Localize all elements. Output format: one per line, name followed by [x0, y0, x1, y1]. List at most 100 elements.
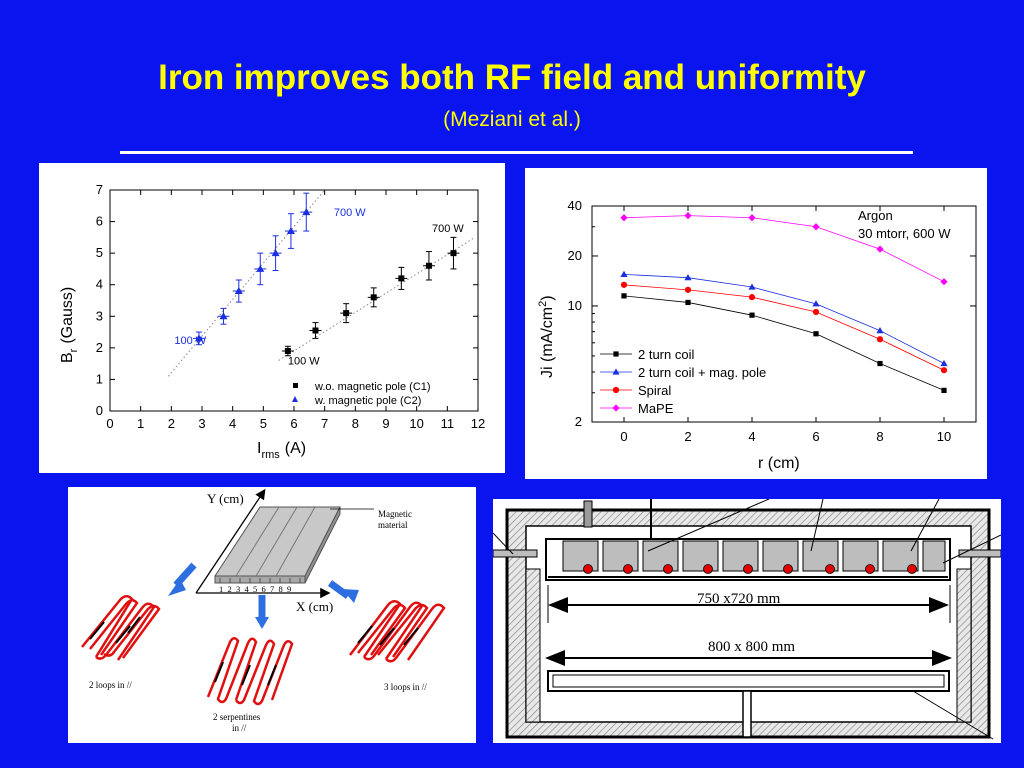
- chart2-legend-label-spiral: Spiral: [638, 383, 671, 398]
- chart2-point-s1-5: [940, 359, 948, 367]
- chamber-cross-section-diagram: 750 x720 mm 800 x 800 mm: [493, 499, 1001, 743]
- coil-diagram-svg: Y (cm) X (cm) 1 2 3 4 5 6 7 8 9 Magnetic…: [81, 488, 446, 733]
- title-divider: [120, 151, 913, 154]
- chart2-series-line-1: [623, 273, 945, 364]
- chart1-fit-line-0: [278, 236, 476, 361]
- chart2-point-s2-1: [684, 286, 692, 293]
- chart2-point-s0-0: [621, 293, 627, 299]
- caption-2-serpentines-1: 2 serpentines: [213, 712, 261, 722]
- x-axis-label: X (cm): [296, 599, 333, 614]
- chart2-point-s2-4: [876, 336, 884, 343]
- chart2-y-tick-label-0: 2: [575, 414, 582, 429]
- chart2-point-s1-3: [812, 300, 820, 307]
- chart2-x-tick-label-5: 10: [937, 429, 951, 444]
- chart1-legend-label-c1: w.o. magnetic pole (C1): [314, 381, 431, 393]
- numbers-label: 1 2 3 4 5 6 7 8 9: [219, 584, 291, 594]
- chart2-y-label: Ji (mA/cm2): [537, 295, 556, 378]
- chart2-point-s1-0: [620, 270, 628, 277]
- chart2-y-tick-label-3: 40: [568, 198, 582, 213]
- chart1-y-tick-label-3: 3: [96, 308, 103, 323]
- chamber-diagram-svg: 750 x720 mm 800 x 800 mm: [493, 499, 1001, 743]
- chart2-point-s3-1: [684, 212, 692, 220]
- chart1-y-label: Br(Gauss): [59, 287, 80, 363]
- chart1-point-s0-3: [370, 294, 377, 301]
- chart2-note-line-1: Argon: [858, 208, 893, 223]
- chart1-annotation-s0-1: 700 W: [432, 223, 464, 235]
- chart2-y-tick-label-2: 20: [568, 248, 582, 263]
- chart1-point-s0-0: [284, 348, 291, 355]
- chart2-point-s0-2: [749, 312, 755, 318]
- chart1-y-tick-label-6: 6: [96, 214, 103, 229]
- chart2-y-tick-label-1: 10: [568, 298, 582, 313]
- chart2-x-tick-label-1: 2: [684, 429, 691, 444]
- coil-configuration-diagram: Y (cm) X (cm) 1 2 3 4 5 6 7 8 9 Magnetic…: [68, 487, 476, 743]
- chart2-series-line-3: [623, 215, 945, 283]
- top-feedthrough-1: [583, 500, 593, 528]
- substrate-plate: [552, 674, 945, 688]
- chart1-point-s1-0: [194, 334, 203, 342]
- chart1-point-s1-2: [234, 287, 243, 295]
- chart1-point-s0-4: [398, 275, 405, 282]
- chart2-x-tick-label-4: 8: [876, 429, 883, 444]
- chart1-x-tick-label-6: 6: [290, 416, 297, 431]
- slide-title: Iron improves both RF field and uniformi…: [158, 58, 866, 97]
- chart2-x-tick-label-0: 0: [620, 429, 627, 444]
- chart1-x-tick-label-10: 10: [409, 416, 423, 431]
- chart1-x-tick-label-8: 8: [352, 416, 359, 431]
- caption-2-serpentines-2: in //: [232, 723, 247, 733]
- blue-arrow-left: [168, 562, 197, 596]
- chart2-legend-label-2-turn-coil: 2 turn coil: [638, 347, 694, 362]
- chart2-point-s3-2: [748, 214, 756, 222]
- chart2-legend-marker-3: [612, 404, 620, 412]
- chart1-fit-line-1: [167, 189, 326, 377]
- chart2-legend-label-mag-pole: 2 turn coil + mag. pole: [638, 365, 766, 380]
- chart1-x-tick-label-9: 9: [382, 416, 389, 431]
- chart1-point-s0-6: [450, 250, 457, 257]
- chart1-annotation-s0-0: 100 W: [288, 355, 320, 367]
- chart2-note-line-2: 30 mtorr, 600 W: [858, 226, 951, 241]
- side-feedthrough-right: [958, 549, 1001, 558]
- br-vs-irms-chart-panel: 0 1 2 3 4 5 6 7 8 9 10 11 12 0 1 2 3 4 5 6 7 100 W 700 W 100 W…: [39, 163, 505, 473]
- antenna-compartments: [562, 540, 946, 572]
- chart1-fit-lines: [167, 189, 476, 377]
- chart1-x-tick-label-3: 3: [198, 416, 205, 431]
- chart2-point-s3-3: [812, 223, 820, 231]
- chart2-x-tick-label-2: 4: [748, 429, 755, 444]
- dimension-label-top: 750 x720 mm: [697, 591, 781, 607]
- chart1-point-s0-2: [343, 310, 350, 317]
- blue-arrow-down: [255, 595, 269, 629]
- chart1-point-s1-1: [219, 312, 228, 320]
- ji-vs-r-chart: 0 2 4 6 8 10 2 10 20 40 Argon 30 mtorr, 600 W r (…: [537, 198, 977, 472]
- chart1-point-s1-3: [256, 264, 265, 272]
- chart1-y-tick-label-2: 2: [96, 340, 103, 355]
- substrate-support-stem: [742, 690, 752, 738]
- chart1-legend: w.o. magnetic pole (C1) w. magnetic pole…: [292, 381, 431, 407]
- chart2-point-s3-4: [876, 245, 884, 253]
- y-axis-label: Y (cm): [207, 491, 244, 506]
- chart1-error-bars: [192, 192, 460, 357]
- chart2-legend-marker-1: [612, 368, 620, 375]
- magnetic-material-label-1: Magnetic: [378, 509, 412, 519]
- chart2-legend-marker-2: [612, 386, 620, 394]
- chart1-legend-triangle-marker: [292, 396, 298, 402]
- caption-3-loops: 3 loops in //: [384, 682, 427, 692]
- chart1-x-tick-label-7: 7: [321, 416, 328, 431]
- magnetic-material-plate: [214, 506, 341, 584]
- chart1-legend-square-marker: [293, 383, 298, 388]
- slide-subtitle: (Meziani et al.): [443, 108, 581, 131]
- chart2-x-label: r (cm): [758, 455, 800, 472]
- chart2-point-s3-5: [940, 278, 948, 286]
- chart1-point-s1-5: [286, 227, 295, 235]
- coil-2-loops: [81, 595, 161, 661]
- chart1-x-tick-label-0: 0: [106, 416, 113, 431]
- chart2-point-s2-3: [812, 308, 820, 316]
- chart2-point-s0-5: [941, 387, 947, 394]
- chart1-point-s0-1: [312, 327, 319, 334]
- side-pillar-left: [525, 568, 541, 723]
- chart2-point-s0-4: [877, 360, 883, 367]
- coil-3-loops: [349, 600, 446, 663]
- ji-vs-r-chart-panel: 0 2 4 6 8 10 2 10 20 40 Argon 30 mtorr, 600 W r (…: [525, 168, 987, 479]
- blue-arrow-right: [327, 580, 359, 603]
